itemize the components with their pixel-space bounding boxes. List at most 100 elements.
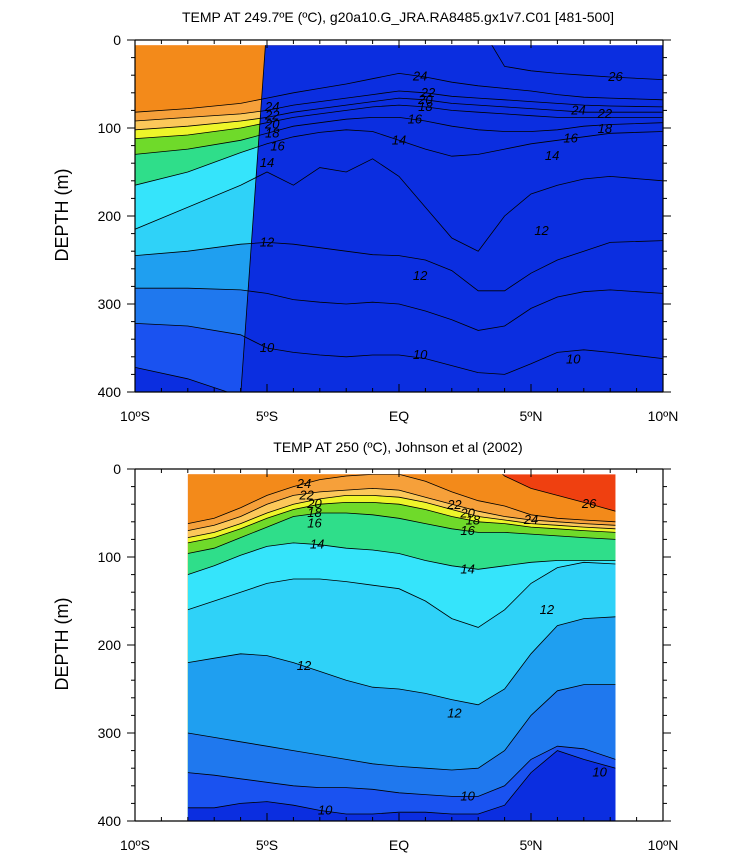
contour-label: 22 <box>420 85 436 100</box>
y-tick-label: 200 <box>98 208 122 224</box>
chart-title: TEMP AT 250 (ºC), Johnson et al (2002) <box>273 439 522 455</box>
isotherm-16 <box>135 117 663 155</box>
plot-area: 2624222018161412101212101024222018161410… <box>98 461 679 853</box>
contour-label: 12 <box>260 234 275 249</box>
isotherm-26 <box>502 474 616 512</box>
contour-band <box>135 45 663 392</box>
x-tick-label: 10ºN <box>648 837 679 853</box>
contour-label: 12 <box>447 706 462 721</box>
contour-label: 18 <box>466 513 481 528</box>
y-tick-label: 400 <box>98 384 122 400</box>
contour-label: 12 <box>534 223 549 238</box>
isotherm-16 <box>187 512 616 554</box>
contour-label: 12 <box>540 602 555 617</box>
isotherm-14 <box>187 542 616 575</box>
contour-label: 22 <box>298 487 314 502</box>
contour-label: 22 <box>597 106 613 121</box>
contour-label: 10 <box>318 802 333 817</box>
y-tick-label: 0 <box>113 32 121 48</box>
y-tick-label: 0 <box>113 461 121 477</box>
axes: 10ºS 5ºS EQ 5ºN 10ºN 0 100 200 300 400 <box>98 461 679 853</box>
contour-label: 10 <box>460 788 475 803</box>
contour-label: 10 <box>260 340 275 355</box>
x-tick-label: 5ºS <box>256 837 278 853</box>
contour-label: 22 <box>446 497 462 512</box>
isotherm-13 <box>135 158 663 252</box>
contour-label: 14 <box>392 132 406 147</box>
contour-label: 10 <box>592 765 607 780</box>
panel-model: TEMP AT 249.7ºE (ºC), g20a10.G_JRA.RA848… <box>52 9 678 424</box>
isotherm-11 <box>135 287 663 331</box>
contour-label: 24 <box>523 512 538 527</box>
isotherm-12 <box>187 616 616 706</box>
isotherm-26 <box>491 45 663 80</box>
contour-fills <box>135 45 663 392</box>
y-tick-label: 400 <box>98 813 122 829</box>
contour-label: 20 <box>306 496 322 511</box>
contour-label: 16 <box>408 112 423 127</box>
contour-band <box>187 750 616 821</box>
contour-label: 24 <box>570 102 585 117</box>
y-axis-label: DEPTH (m) <box>52 598 72 691</box>
contour-label: 22 <box>264 108 280 123</box>
contour-label: 14 <box>460 561 474 576</box>
contour-label: 12 <box>413 268 428 283</box>
contour-label: 24 <box>264 99 279 114</box>
contour-label: 16 <box>563 131 578 146</box>
y-tick-label: 100 <box>98 120 122 136</box>
y-tick-label: 200 <box>98 637 122 653</box>
x-tick-label: EQ <box>389 408 409 424</box>
contour-label: 24 <box>412 68 427 83</box>
isotherm-20 <box>135 97 663 131</box>
isotherm-20 <box>187 495 616 538</box>
chart-title: TEMP AT 249.7ºE (ºC), g20a10.G_JRA.RA848… <box>182 9 614 25</box>
contour-label: 20 <box>459 506 475 521</box>
contour-label: 18 <box>418 99 433 114</box>
contour-lines <box>187 474 616 815</box>
contour-label: 26 <box>581 496 597 511</box>
axes: 10ºS 5ºS EQ 5ºN 10ºN 0 100 200 300 400 <box>98 32 679 424</box>
contour-label: 16 <box>460 523 475 538</box>
x-tick-label: 10ºN <box>648 408 679 424</box>
contour-label: 18 <box>265 125 280 140</box>
isotherm-24 <box>135 72 663 113</box>
contour-label: 12 <box>297 658 312 673</box>
isotherm-10 <box>187 745 616 797</box>
isotherm-18 <box>135 104 663 139</box>
isotherm-11 <box>187 684 616 771</box>
contour-label: 18 <box>598 121 613 136</box>
contour-lines <box>135 45 663 392</box>
x-tick-label: 5ºN <box>519 837 542 853</box>
contour-label: 20 <box>417 92 433 107</box>
isotherm-9 <box>135 45 266 392</box>
x-tick-label: 5ºN <box>519 408 542 424</box>
y-tick-label: 100 <box>98 549 122 565</box>
x-tick-label: EQ <box>389 837 409 853</box>
contour-label: 26 <box>607 69 623 84</box>
isotherm-18 <box>187 502 616 544</box>
contour-label: 16 <box>270 138 285 153</box>
y-axis-label: DEPTH (m) <box>52 169 72 262</box>
panel-observations: TEMP AT 250 (ºC), Johnson et al (2002) 2… <box>52 439 678 853</box>
contour-label: 10 <box>566 351 581 366</box>
x-tick-label: 5ºS <box>256 408 278 424</box>
contour-label: 14 <box>260 155 274 170</box>
contour-label: 14 <box>545 148 559 163</box>
contour-label: 24 <box>296 476 311 491</box>
contour-label: 16 <box>307 516 322 531</box>
isotherm-14 <box>135 129 663 186</box>
contour-label: 14 <box>310 537 324 552</box>
isotherm-22 <box>187 487 616 531</box>
x-tick-label: 10ºS <box>120 408 150 424</box>
isotherm-13 <box>187 561 616 628</box>
x-tick-label: 10ºS <box>120 837 150 853</box>
isotherm-12 <box>135 240 663 292</box>
isotherm-9-5 <box>187 750 616 815</box>
y-tick-label: 300 <box>98 296 122 312</box>
contour-label: 18 <box>307 505 322 520</box>
isotherm-22 <box>135 90 663 122</box>
